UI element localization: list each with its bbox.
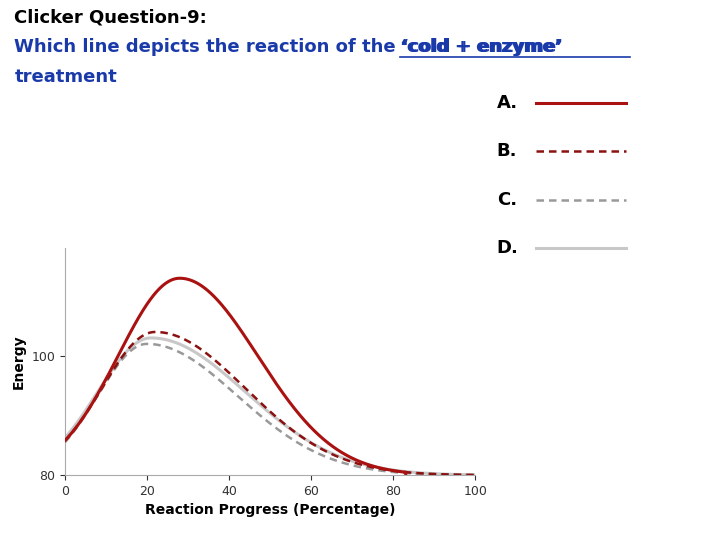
- X-axis label: Reaction Progress (Percentage): Reaction Progress (Percentage): [145, 503, 395, 517]
- Text: Which line depicts the reaction of the ‘cold + enzyme’: Which line depicts the reaction of the ‘…: [14, 38, 564, 56]
- Text: Clicker Question-9:: Clicker Question-9:: [14, 8, 207, 26]
- Text: D.: D.: [497, 239, 518, 258]
- Text: A.: A.: [497, 93, 518, 112]
- Text: C.: C.: [497, 191, 517, 209]
- Text: ‘cold + enzyme’: ‘cold + enzyme’: [400, 38, 561, 56]
- Text: B.: B.: [497, 142, 517, 160]
- Y-axis label: Energy: Energy: [12, 334, 26, 389]
- Text: treatment: treatment: [14, 68, 117, 85]
